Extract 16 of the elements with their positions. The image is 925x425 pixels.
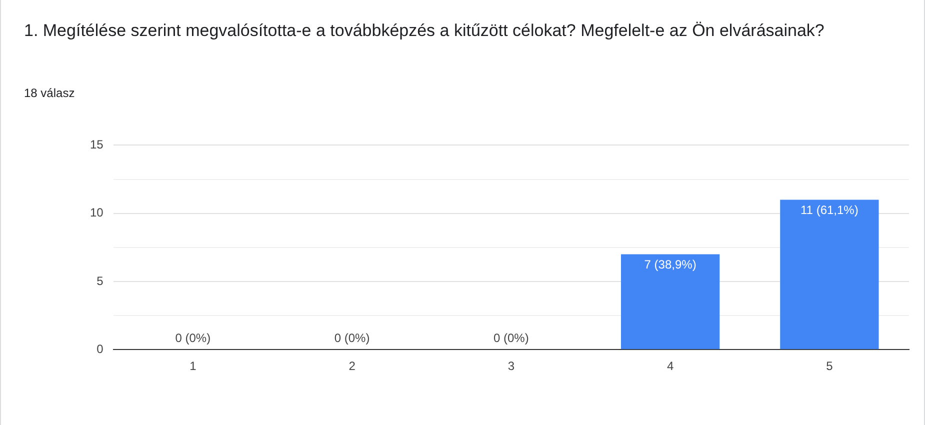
x-tick-label: 5 <box>826 359 834 374</box>
data-label: 0 (0%) <box>175 330 211 345</box>
y-tick-label: 15 <box>90 138 104 152</box>
x-tick-label: 1 <box>190 359 197 374</box>
x-tick-label: 3 <box>508 359 515 374</box>
data-label: 0 (0%) <box>494 330 529 345</box>
chart-title: 1. Megítélése szerint megvalósította-e a továbbképzés a kitűzött célokat? Megfelelt-e az Ön elvárásainak? <box>24 20 826 42</box>
y-tick-label: 10 <box>90 206 104 220</box>
y-tick-label: 0 <box>96 342 104 356</box>
x-tick-label: 2 <box>348 359 356 374</box>
data-label: 0 (0%) <box>334 330 370 345</box>
y-tick-label: 5 <box>96 274 104 288</box>
data-label: 7 (38,9%) <box>644 258 696 272</box>
data-label: 11 (61,1%) <box>800 203 858 218</box>
x-tick-label: 4 <box>666 359 674 374</box>
chart-subtitle: 18 válasz <box>24 86 75 100</box>
